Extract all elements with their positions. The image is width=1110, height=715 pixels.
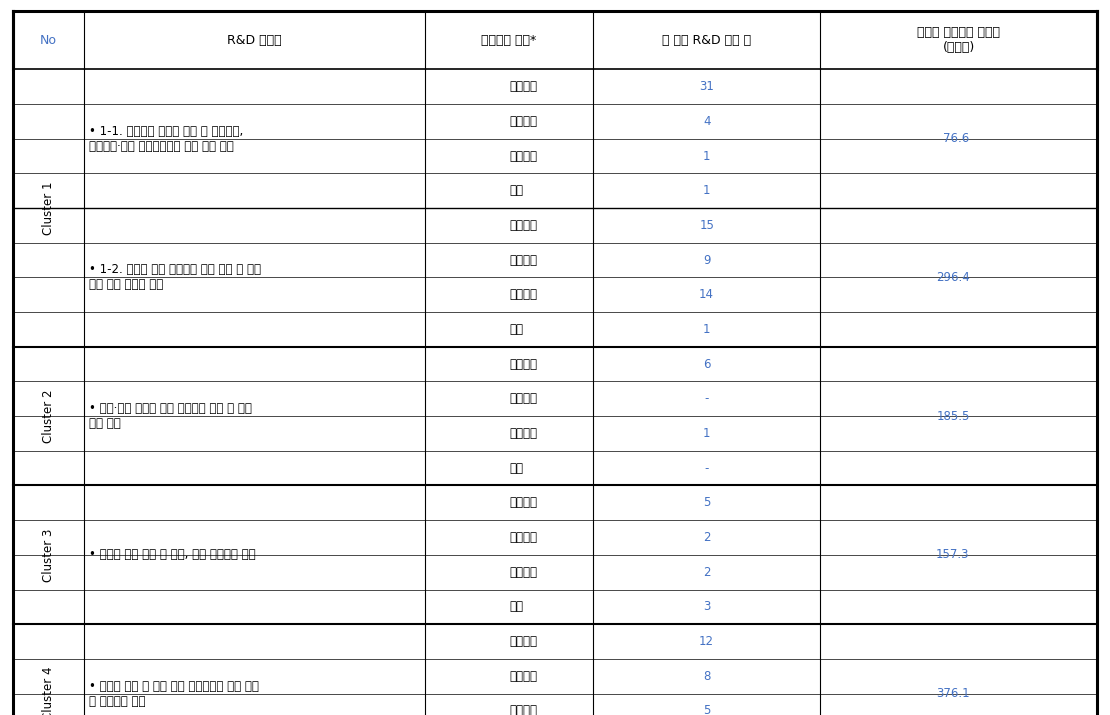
- Text: 14: 14: [699, 288, 714, 301]
- Text: 1: 1: [703, 149, 710, 162]
- Text: 연구개발 단계*: 연구개발 단계*: [482, 34, 536, 46]
- Text: 응용연구: 응용연구: [509, 288, 537, 301]
- Text: 기타: 기타: [509, 323, 523, 336]
- Text: 응용연구: 응용연구: [509, 566, 537, 578]
- Text: 기타: 기타: [509, 184, 523, 197]
- Text: 개발연구: 개발연구: [509, 254, 537, 267]
- Text: 185.5: 185.5: [936, 410, 970, 423]
- Text: 1: 1: [703, 184, 710, 197]
- Text: 376.1: 376.1: [936, 687, 970, 700]
- Text: 4: 4: [703, 115, 710, 128]
- Text: Cluster 1: Cluster 1: [42, 182, 56, 235]
- Text: 기타: 기타: [509, 462, 523, 475]
- Text: 1: 1: [703, 427, 710, 440]
- Text: 개발연구: 개발연구: [509, 670, 537, 683]
- Text: 3: 3: [703, 601, 710, 613]
- Text: 6: 6: [703, 358, 710, 370]
- Text: 296.4: 296.4: [936, 271, 970, 284]
- Text: 15: 15: [699, 219, 714, 232]
- Text: • 단백질 구조 및 기능 기반 항바이러스 제제 설계
및 조절기전 연구: • 단백질 구조 및 기능 기반 항바이러스 제제 설계 및 조절기전 연구: [89, 679, 259, 708]
- Text: 2: 2: [703, 531, 710, 544]
- Text: 9: 9: [703, 254, 710, 267]
- Text: 기초연구: 기초연구: [509, 635, 537, 648]
- Text: • 1-1. 바이러스 병원체 감염 및 복제기전,
바이러스·숙주 상호작용기전 규명 관련 기술: • 1-1. 바이러스 병원체 감염 및 복제기전, 바이러스·숙주 상호작용기…: [89, 124, 243, 153]
- Text: Cluster 4: Cluster 4: [42, 667, 56, 715]
- Text: Cluster 3: Cluster 3: [42, 528, 56, 581]
- Text: 과제당 평균연간 연구비
(백만원): 과제당 평균연간 연구비 (백만원): [917, 26, 1000, 54]
- Text: 응용연구: 응용연구: [509, 149, 537, 162]
- Text: 5: 5: [703, 496, 710, 509]
- Text: 기초연구: 기초연구: [509, 219, 537, 232]
- Text: • 구조·활성 모델링 기반 바이러스 예측 및 활성
조절 기술: • 구조·활성 모델링 기반 바이러스 예측 및 활성 조절 기술: [89, 402, 252, 430]
- Text: No: No: [40, 34, 57, 46]
- Text: 2: 2: [703, 566, 710, 578]
- Text: 기초연구: 기초연구: [509, 80, 537, 93]
- Text: Cluster 2: Cluster 2: [42, 390, 56, 443]
- Text: • 1-2. 감염에 대한 면역학적 반응 연구 및 백신
개발 관련 플랫폼 기술: • 1-2. 감염에 대한 면역학적 반응 연구 및 백신 개발 관련 플랫폼 …: [89, 263, 261, 292]
- Text: 총 수행 R&D 과제 수: 총 수행 R&D 과제 수: [662, 34, 751, 46]
- Text: • 감염병 역학 조사 및 동물, 환경 생태학적 연구: • 감염병 역학 조사 및 동물, 환경 생태학적 연구: [89, 548, 256, 561]
- Text: -: -: [705, 462, 709, 475]
- Text: 31: 31: [699, 80, 714, 93]
- Text: 개발연구: 개발연구: [509, 531, 537, 544]
- Text: 개발연구: 개발연구: [509, 115, 537, 128]
- Text: 157.3: 157.3: [936, 548, 970, 561]
- Text: 76.6: 76.6: [944, 132, 970, 145]
- Text: 개발연구: 개발연구: [509, 393, 537, 405]
- Text: 기타: 기타: [509, 601, 523, 613]
- Text: R&D 영역명: R&D 영역명: [228, 34, 282, 46]
- Text: 기초연구: 기초연구: [509, 358, 537, 370]
- Text: 8: 8: [703, 670, 710, 683]
- Text: -: -: [705, 393, 709, 405]
- Text: 12: 12: [699, 635, 714, 648]
- Text: 1: 1: [703, 323, 710, 336]
- Text: 응용연구: 응용연구: [509, 704, 537, 715]
- Text: 응용연구: 응용연구: [509, 427, 537, 440]
- Text: 5: 5: [703, 704, 710, 715]
- Text: 기초연구: 기초연구: [509, 496, 537, 509]
